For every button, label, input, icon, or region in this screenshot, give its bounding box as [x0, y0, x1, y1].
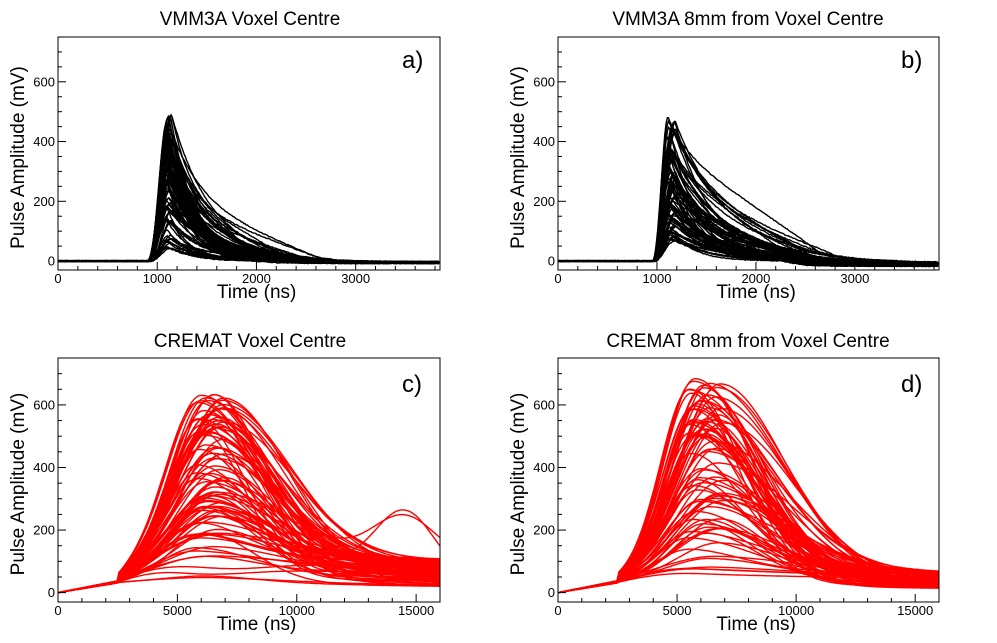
- y-tick-label: 200: [33, 523, 55, 538]
- x-tick-label: 5000: [163, 603, 192, 618]
- chart-panel-4: CREMAT 8mm from Voxel Centre 0 5000 10000 15…: [508, 331, 940, 635]
- y-tick-label: 0: [48, 254, 55, 269]
- y-tick-label: 0: [548, 254, 555, 269]
- panel-label: b): [901, 47, 922, 74]
- pulse-trace: [558, 498, 939, 594]
- pulse-trace: [58, 115, 439, 265]
- y-tick-label: 600: [533, 74, 555, 89]
- panel-label: d): [901, 371, 922, 398]
- pulse-trace: [58, 122, 440, 264]
- y-tick-label: 400: [533, 460, 555, 475]
- x-tick-label: 3000: [341, 271, 370, 286]
- y-tick-label: 0: [548, 585, 555, 600]
- x-tick-label: 3000: [840, 271, 869, 286]
- panel-label: a): [402, 47, 423, 74]
- pulse-trace: [58, 547, 440, 594]
- chart-title: CREMAT 8mm from Voxel Centre: [606, 331, 889, 352]
- chart-title: VMM3A Voxel Centre: [160, 9, 341, 30]
- x-axis-label: Time (ns): [217, 614, 297, 635]
- y-tick-label: 400: [533, 134, 555, 149]
- plot-frame: [57, 36, 441, 271]
- trace-group: [58, 393, 440, 594]
- trace-group: [58, 113, 440, 265]
- x-tick-label: 0: [554, 603, 561, 618]
- chart-title: VMM3A 8mm from Voxel Centre: [612, 9, 883, 30]
- y-axis-label: Pulse Amplitude (mV): [508, 66, 529, 249]
- pulse-trace: [58, 472, 440, 594]
- pulse-trace: [58, 179, 439, 263]
- pulse-trace: [58, 128, 440, 264]
- y-tick-label: 200: [33, 194, 55, 209]
- x-tick-label: 0: [54, 603, 61, 618]
- pulse-trace: [58, 117, 439, 264]
- x-axis-label: Time (ns): [716, 614, 796, 635]
- pulse-trace: [558, 185, 939, 267]
- y-tick-label: 600: [533, 397, 555, 412]
- x-tick-label: 5000: [663, 603, 692, 618]
- x-tick-label: 0: [554, 271, 561, 286]
- pulse-trace: [58, 130, 439, 264]
- chart-title: CREMAT Voxel Centre: [154, 331, 347, 352]
- x-tick-label: 2000: [242, 271, 271, 286]
- y-tick-label: 400: [33, 134, 55, 149]
- pulse-trace: [558, 392, 939, 594]
- x-tick-label: 1000: [643, 271, 672, 286]
- pulse-trace: [58, 145, 440, 264]
- pulse-trace: [58, 132, 439, 264]
- pulse-trace: [58, 118, 440, 265]
- pulse-trace: [58, 124, 440, 264]
- trace-group: [558, 377, 939, 594]
- x-axis-label: Time (ns): [217, 282, 297, 303]
- y-tick-label: 0: [48, 585, 55, 600]
- pulse-trace: [58, 119, 440, 264]
- panel-label: c): [402, 371, 422, 398]
- plot-frame: [557, 36, 940, 271]
- y-tick-label: 200: [533, 523, 555, 538]
- pulse-trace: [558, 427, 939, 594]
- chart-panel-3: CREMAT Voxel Centre 0 5000 10000 15000 0 200 40…: [8, 331, 441, 635]
- pulse-trace: [58, 407, 440, 594]
- x-tick-label: 10000: [279, 603, 315, 618]
- y-axis-label: Pulse Amplitude (mV): [508, 393, 529, 576]
- y-tick-label: 600: [33, 397, 55, 412]
- pulse-trace: [58, 133, 440, 263]
- y-tick-label: 600: [33, 74, 55, 89]
- x-tick-label: 2000: [741, 271, 770, 286]
- pulse-trace: [58, 127, 440, 264]
- x-tick-label: 15000: [398, 603, 434, 618]
- y-axis-label: Pulse Amplitude (mV): [8, 66, 29, 249]
- pulse-trace: [558, 523, 939, 594]
- x-tick-label: 1000: [143, 271, 172, 286]
- pulse-trace: [558, 414, 939, 594]
- pulse-trace: [58, 444, 440, 594]
- y-tick-label: 400: [33, 460, 55, 475]
- trace-group: [558, 116, 939, 268]
- x-axis-label: Time (ns): [716, 282, 796, 303]
- chart-panel-1: VMM3A Voxel Centre 0 1000 2000 3000 0 200 400 60…: [8, 9, 441, 303]
- x-tick-label: 15000: [897, 603, 933, 618]
- y-tick-label: 200: [533, 194, 555, 209]
- pulse-trace: [58, 570, 440, 594]
- pulse-trace: [58, 491, 440, 594]
- x-tick-label: 0: [54, 271, 61, 286]
- y-axis-label: Pulse Amplitude (mV): [8, 393, 29, 576]
- x-tick-label: 10000: [778, 603, 814, 618]
